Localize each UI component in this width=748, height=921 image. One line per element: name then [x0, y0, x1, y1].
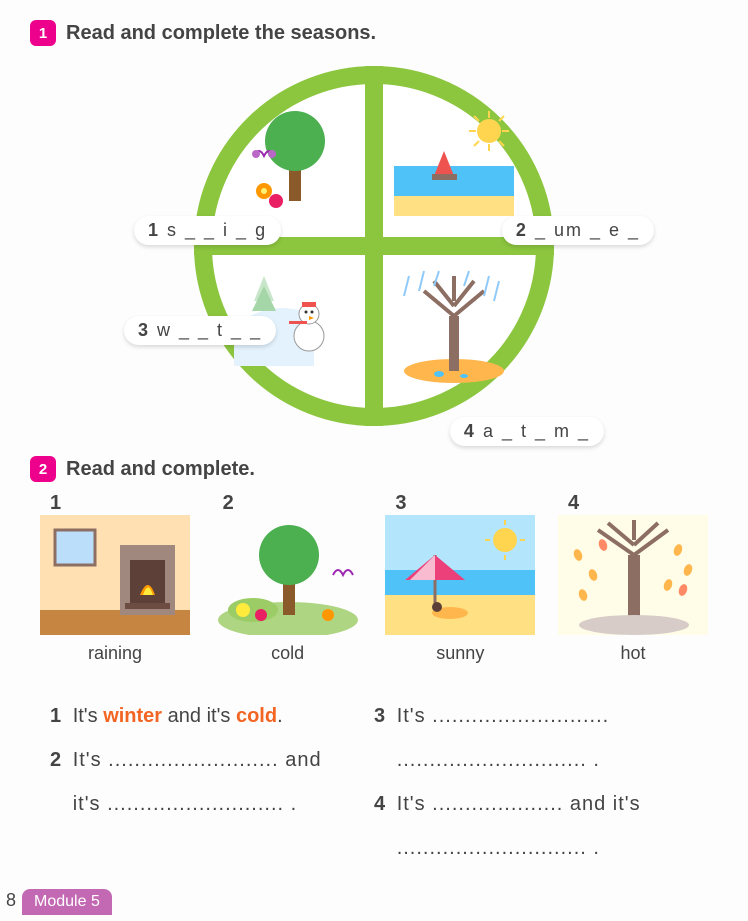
label-autumn[interactable]: 4 a _ t _ m _	[450, 417, 604, 446]
label-spring-num: 1	[148, 220, 160, 240]
s1-pre: It's	[73, 705, 104, 727]
card-4-num: 4	[558, 492, 708, 515]
task1-title: Read and complete the seasons.	[66, 22, 376, 45]
module-tab: Module 5	[22, 889, 112, 915]
s4-num: 4	[374, 793, 385, 815]
card-2: 2 cold	[213, 492, 363, 664]
card-4-image	[558, 515, 708, 635]
s4-line2: ............................. .	[397, 837, 600, 859]
summer-image	[384, 96, 524, 236]
page-number: 8	[6, 890, 16, 911]
card-4: 4	[558, 492, 708, 664]
card-3: 3 sunny	[385, 492, 535, 664]
label-summer[interactable]: 2 _ um _ e _	[502, 216, 654, 245]
task2-header: 2 Read and complete.	[30, 456, 718, 482]
s3-line2: ............................. .	[397, 749, 600, 771]
s2-num: 2	[50, 749, 61, 771]
s3-line1: It's ...........................	[397, 705, 610, 727]
label-winter-text: w _ _ t _ _	[157, 320, 262, 340]
task2-title: Read and complete.	[66, 458, 255, 481]
label-winter-num: 3	[138, 320, 150, 340]
s1-w2: cold	[236, 705, 277, 727]
spring-image	[224, 96, 364, 236]
label-summer-text: _ um _ e _	[535, 220, 640, 240]
card-1: 1 raining	[40, 492, 190, 664]
winter-image	[224, 236, 364, 376]
label-summer-num: 2	[516, 220, 528, 240]
s1-mid: and it's	[162, 705, 236, 727]
task2-num-badge: 2	[30, 456, 56, 482]
sentence-2[interactable]: 2 It's .......................... and	[50, 738, 374, 782]
card-3-num: 3	[385, 492, 535, 515]
card-3-word: sunny	[385, 643, 535, 664]
sentences: 1 It's winter and it's cold. 3 It's ....…	[50, 694, 698, 870]
card-1-image	[40, 515, 190, 635]
task1-header: 1 Read and complete the seasons.	[30, 20, 718, 46]
card-1-word: raining	[40, 643, 190, 664]
s2-line1: It's .......................... and	[73, 749, 322, 771]
page-footer: 8 Module 5	[0, 889, 112, 915]
card-1-num: 1	[40, 492, 190, 515]
label-autumn-num: 4	[464, 421, 476, 441]
seasons-circle: 1 s _ _ i _ g 2 _ um _ e _ 3 w _ _ t _ _…	[164, 56, 584, 436]
sentence-1[interactable]: 1 It's winter and it's cold.	[50, 694, 374, 738]
card-3-image	[385, 515, 535, 635]
s2-line2: it's ........................... .	[73, 793, 298, 815]
s3-num: 3	[374, 705, 385, 727]
label-autumn-text: a _ t _ m _	[483, 421, 590, 441]
s1-num: 1	[50, 705, 61, 727]
label-winter[interactable]: 3 w _ _ t _ _	[124, 316, 276, 345]
word-cards: 1 raining 2	[40, 492, 708, 664]
sentence-3[interactable]: 3 It's ...........................	[374, 694, 698, 738]
sentence-2b[interactable]: 2 it's ........................... .	[50, 782, 374, 826]
s1-end: .	[277, 705, 283, 727]
card-2-image	[213, 515, 363, 635]
label-spring[interactable]: 1 s _ _ i _ g	[134, 216, 281, 245]
s1-w1: winter	[103, 705, 162, 727]
label-spring-text: s _ _ i _ g	[167, 220, 267, 240]
card-2-num: 2	[213, 492, 363, 515]
sentence-4[interactable]: 4 It's .................... and it's	[374, 782, 698, 826]
autumn-image	[384, 256, 524, 396]
card-4-word: hot	[558, 643, 708, 664]
card-2-word: cold	[213, 643, 363, 664]
s4-line1: It's .................... and it's	[397, 793, 641, 815]
sentence-4b[interactable]: 4 ............................. .	[374, 826, 698, 870]
task1-num-badge: 1	[30, 20, 56, 46]
sentence-3b[interactable]: 3 ............................. .	[374, 738, 698, 782]
